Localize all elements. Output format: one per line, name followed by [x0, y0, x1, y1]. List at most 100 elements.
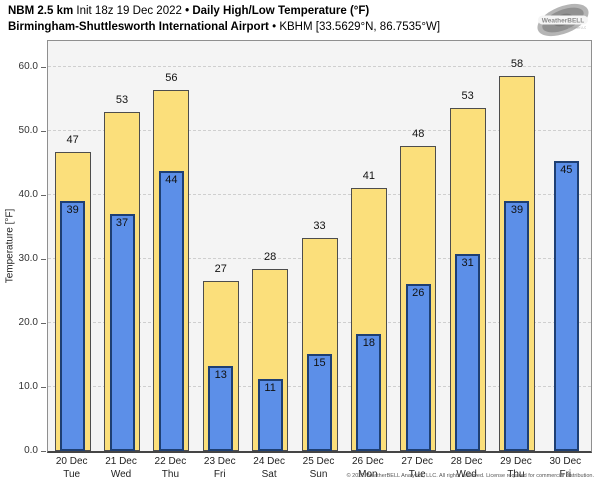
low-bar [356, 334, 382, 451]
low-value-label: 13 [214, 368, 227, 381]
x-tick-date: 29 Dec [500, 456, 532, 467]
station-name: Birmingham-Shuttlesworth International A… [8, 21, 269, 33]
low-bar [60, 200, 86, 451]
title-separator: • [185, 5, 190, 17]
page-subtitle: Birmingham-Shuttlesworth International A… [8, 21, 440, 33]
high-value-label: 47 [66, 134, 79, 147]
low-bar [257, 378, 283, 451]
page-title: NBM 2.5 km Init 18z 19 Dec 2022 • Daily … [8, 5, 369, 17]
x-tick-label: 28 Dec Wed [442, 456, 491, 481]
x-tick-day: Tue [408, 468, 426, 480]
plot-area: 47 39 53 37 56 44 27 13 28 11 33 15 41 18 48 26 53 31 58 39… [47, 40, 592, 453]
x-tick-date: 27 Dec [401, 456, 434, 467]
x-tick-date: 24 Dec [253, 456, 285, 467]
x-tick-date: 25 Dec [302, 456, 335, 467]
x-tick-label: 24 Dec Sat [244, 456, 293, 481]
x-tick-date: 23 Dec [203, 456, 236, 467]
x-tick-date: 20 Dec [55, 456, 88, 467]
x-tick-date: 21 Dec [105, 456, 137, 467]
y-tick-mark [41, 66, 46, 68]
chart-title: Daily High/Low Temperature (°F) [192, 5, 370, 17]
x-tick-label: 22 Dec Thu [146, 456, 195, 481]
y-tick-mark [41, 194, 46, 196]
y-tick-label: 50.0 [18, 124, 38, 136]
swirl-icon: WeatherBELL Analytics LLC [537, 3, 589, 37]
high-value-label: 56 [165, 72, 178, 85]
y-tick-mark [41, 322, 46, 324]
y-tick-label: 10.0 [18, 380, 38, 392]
high-value-label: 28 [264, 251, 277, 264]
low-value-label: 39 [66, 203, 79, 216]
high-value-label: 27 [214, 262, 227, 275]
x-tick-date: 30 Dec [549, 456, 582, 467]
y-tick-label: 40.0 [18, 188, 38, 200]
low-bar [158, 171, 184, 451]
x-tick-day: Wed [110, 468, 132, 480]
x-tick-day: Sun [309, 468, 328, 480]
x-tick-day: Wed [456, 468, 477, 480]
low-bar [208, 365, 234, 451]
y-tick-mark [41, 386, 46, 388]
low-value-label: 39 [510, 203, 524, 216]
low-bar [455, 253, 481, 451]
y-tick-mark [41, 130, 46, 132]
logo-subtext: Analytics LLC [568, 26, 587, 30]
logo-text: WeatherBELL [542, 18, 585, 25]
x-axis: 20 Dec Tue 21 Dec Wed 22 Dec Thu 23 Dec Fri 24 D… [47, 456, 592, 486]
low-value-label: 18 [362, 337, 375, 350]
x-tick-label: 23 Dec Fri [195, 456, 244, 481]
y-tick-label: 60.0 [18, 60, 38, 72]
x-tick-label: 21 Dec Wed [96, 456, 145, 481]
weatherbell-logo: WeatherBELL Analytics LLC [537, 3, 589, 37]
x-tick-label: 26 Dec Mon [343, 456, 392, 481]
low-value-label: 45 [560, 163, 573, 176]
high-value-label: 33 [313, 219, 326, 232]
y-tick-mark [41, 258, 46, 260]
low-value-label: 37 [115, 216, 129, 229]
low-bar [405, 284, 431, 451]
high-value-label: 48 [412, 128, 425, 141]
low-bar [504, 200, 530, 451]
station-id-coords: KBHM [33.5629°N, 86.7535°W] [279, 21, 441, 33]
y-tick-mark [41, 451, 46, 452]
high-value-label: 58 [510, 58, 524, 71]
y-axis: 0.0 10.0 20.0 30.0 40.0 50.0 60.0 [0, 40, 46, 456]
low-bar [307, 353, 332, 451]
high-value-label: 41 [362, 169, 375, 182]
x-tick-day: Fri [559, 468, 572, 480]
x-tick-label: 29 Dec Thu [491, 456, 540, 481]
x-tick-label: 27 Dec Tue [393, 456, 442, 481]
x-tick-label: 25 Dec Sun [294, 456, 343, 481]
x-tick-date: 26 Dec [352, 456, 384, 467]
x-tick-label: 30 Dec Fri [541, 456, 590, 481]
copyright-text: © 2022 WeatherBELL Analytics, LLC. All r… [346, 473, 594, 479]
low-bar [109, 213, 135, 451]
x-tick-day: Sat [261, 468, 277, 480]
x-tick-day: Tue [63, 468, 81, 480]
gridline [48, 65, 591, 67]
y-tick-label: 20.0 [18, 316, 38, 328]
init-time: Init 18z 19 Dec 2022 [76, 5, 182, 17]
low-value-label: 15 [313, 356, 326, 369]
low-value-label: 11 [264, 381, 276, 394]
x-tick-label: 20 Dec Tue [47, 456, 96, 481]
x-tick-date: 22 Dec [154, 456, 187, 467]
gridline [48, 129, 591, 131]
low-value-label: 31 [461, 256, 474, 269]
x-tick-day: Fri [213, 468, 226, 480]
gridline [48, 193, 591, 195]
high-value-label: 53 [115, 94, 129, 107]
low-bar [553, 160, 579, 451]
low-value-label: 44 [165, 174, 178, 187]
x-tick-day: Thu [507, 468, 525, 480]
low-value-label: 26 [412, 287, 425, 300]
high-value-label: 53 [461, 90, 474, 103]
y-tick-label: 30.0 [18, 252, 38, 264]
y-axis-title: Temperature [°F] [4, 208, 16, 284]
x-tick-day: Mon [358, 468, 378, 480]
subtitle-separator: • [272, 21, 277, 33]
y-tick-label: 0.0 [24, 445, 38, 456]
x-tick-date: 28 Dec [450, 456, 483, 467]
model-name: NBM 2.5 km [8, 5, 74, 17]
